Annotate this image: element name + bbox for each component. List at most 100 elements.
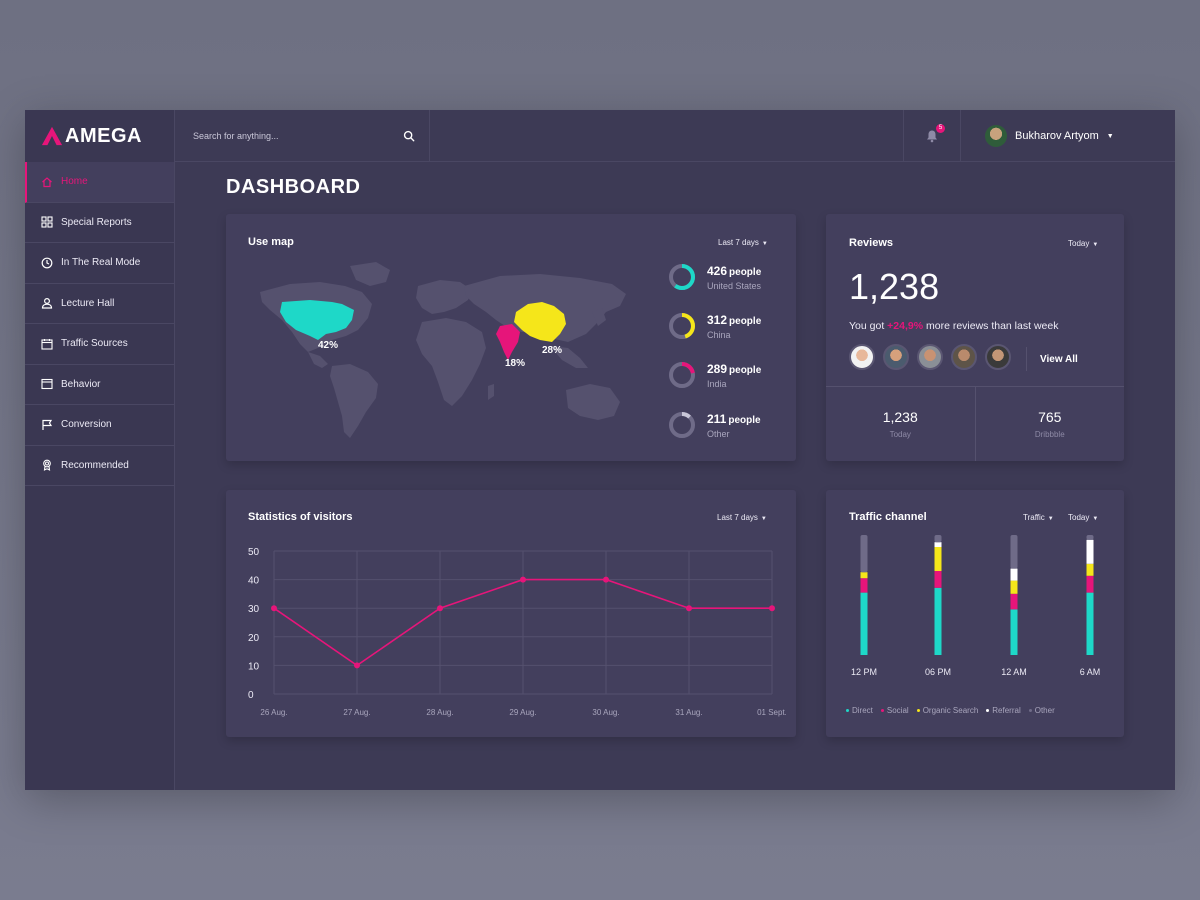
legend-item: Other	[1028, 706, 1055, 715]
data-point[interactable]	[603, 576, 609, 583]
avatar[interactable]	[849, 344, 875, 370]
bar-segment[interactable]	[1010, 580, 1018, 594]
user-name: Bukharov Artyom	[1015, 130, 1099, 142]
donut-fill	[669, 263, 695, 290]
brand-name: AMEGA	[65, 124, 142, 147]
sidebar-item-label: Behavior	[61, 378, 101, 390]
data-point[interactable]	[271, 605, 277, 612]
bar-segment[interactable]	[860, 578, 868, 593]
bar-segment[interactable]	[1010, 609, 1018, 655]
donut-usa	[669, 263, 695, 290]
legend-dot	[986, 709, 990, 712]
bar-segment[interactable]	[1010, 568, 1018, 581]
china-region[interactable]	[514, 302, 566, 342]
search-icon[interactable]	[403, 130, 415, 142]
data-point[interactable]	[520, 576, 526, 583]
reviewer-avatars	[849, 344, 1019, 370]
sidebar-item-conversion[interactable]: Conversion	[25, 405, 174, 446]
bar-segment[interactable]	[1086, 592, 1094, 655]
traffic-bar-chart: 12 PM 06 PM 12 AM 6 AM	[851, 535, 1100, 677]
divider	[1026, 347, 1027, 371]
data-point[interactable]	[769, 605, 775, 612]
statistics-period-dropdown[interactable]: Last 7 days ▼	[717, 513, 767, 522]
stat-country: United States	[707, 281, 762, 291]
avatar[interactable]	[883, 344, 909, 370]
bar-segment[interactable]	[1010, 535, 1018, 569]
y-tick-label: 10	[248, 661, 260, 672]
sidebar-item-behavior[interactable]: Behavior	[25, 365, 174, 405]
avatar[interactable]	[917, 344, 943, 370]
logo[interactable]: AMEGA	[25, 110, 175, 162]
sidebar-item-real-mode[interactable]: In The Real Mode	[25, 243, 174, 284]
search-bar[interactable]: Search for anything...	[175, 110, 430, 162]
traffic-filter-dropdown[interactable]: Traffic ▼	[1023, 513, 1054, 522]
traffic-legend: Direct Social Organic Search Referral Ot…	[846, 706, 1063, 715]
bar-segment[interactable]	[1010, 593, 1018, 610]
india-region[interactable]	[496, 324, 520, 360]
legend-item: Referral	[986, 706, 1021, 715]
sidebar-item-traffic-sources[interactable]: Traffic Sources	[25, 324, 174, 365]
data-point[interactable]	[437, 605, 443, 612]
india-percent-label: 18%	[505, 358, 526, 369]
view-all-link[interactable]: View All	[1040, 354, 1078, 365]
reviews-summary: 1,238 Today 765 Dribbble	[826, 386, 1124, 461]
sidebar-item-lecture-hall[interactable]: Lecture Hall	[25, 284, 174, 324]
user-icon	[41, 298, 53, 309]
legend-dot	[916, 709, 920, 712]
user-menu[interactable]: Bukharov Artyom ▼	[985, 110, 1114, 162]
donut-other	[669, 411, 695, 438]
bar-segment[interactable]	[934, 535, 942, 543]
bar-segment[interactable]	[1086, 539, 1094, 564]
bar-segment[interactable]	[934, 587, 942, 655]
sidebar-item-home[interactable]: Home	[25, 162, 174, 203]
bar-segment[interactable]	[1086, 563, 1094, 576]
china-percent-label: 28%	[542, 345, 563, 356]
y-tick-label: 30	[248, 604, 260, 615]
bar-segment[interactable]	[860, 535, 868, 573]
stat-count: 289	[707, 362, 728, 376]
usa-percent-label: 42%	[318, 340, 339, 351]
sidebar-item-recommended[interactable]: Recommended	[25, 446, 174, 486]
x-tick-label: 12 PM	[851, 667, 877, 677]
stat-country: Other	[707, 429, 730, 439]
bar-segment[interactable]	[934, 542, 942, 547]
traffic-title: Traffic channel	[849, 511, 927, 523]
avatar[interactable]	[985, 344, 1011, 370]
usa-region[interactable]	[280, 300, 354, 340]
bar-segment[interactable]	[934, 571, 942, 588]
bar-segment[interactable]	[1086, 535, 1094, 540]
notification-badge: 5	[936, 124, 945, 133]
stat-count: 426	[707, 264, 728, 278]
country-stat-row: 211 people Other	[668, 410, 761, 439]
y-tick-label: 20	[248, 633, 260, 644]
use-map-period-dropdown[interactable]: Last 7 days ▼	[718, 238, 768, 247]
summary-value: 765	[1038, 409, 1062, 425]
top-bar: AMEGA Search for anything... 5 Bukharov …	[25, 110, 1175, 162]
bar-segment[interactable]	[934, 547, 942, 571]
notifications-button[interactable]: 5	[903, 110, 961, 162]
flag-icon	[42, 419, 53, 430]
use-map-title: Use map	[248, 236, 294, 248]
legend-dot	[846, 709, 849, 712]
statistics-title: Statistics of visitors	[248, 511, 353, 523]
bell-icon[interactable]: 5	[925, 124, 945, 143]
search-input[interactable]: Search for anything...	[193, 131, 279, 141]
data-point[interactable]	[354, 662, 360, 669]
bar-segment[interactable]	[860, 592, 868, 655]
bar-segment[interactable]	[1086, 575, 1094, 593]
chevron-down-icon: ▼	[1092, 516, 1099, 522]
country-stat-row: 426 people United States	[668, 262, 761, 291]
bar-segment[interactable]	[860, 572, 868, 579]
reviews-period-dropdown[interactable]: Today ▼	[1068, 239, 1098, 248]
dropdown-label: Today	[1068, 239, 1090, 248]
avatar[interactable]	[951, 344, 977, 370]
x-tick-label: 27 Aug.	[343, 708, 370, 717]
sidebar-item-special-reports[interactable]: Special Reports	[25, 203, 174, 243]
x-tick-label: 12 AM	[1001, 667, 1027, 677]
chevron-down-icon: ▼	[761, 241, 768, 247]
stat-unit: people	[729, 267, 762, 278]
data-point[interactable]	[686, 605, 692, 612]
traffic-period-dropdown[interactable]: Today ▼	[1068, 513, 1098, 522]
traffic-channel-card: Traffic channel Traffic ▼ Today ▼ 12 PM 06 …	[826, 490, 1124, 737]
donut-fill	[669, 312, 695, 339]
